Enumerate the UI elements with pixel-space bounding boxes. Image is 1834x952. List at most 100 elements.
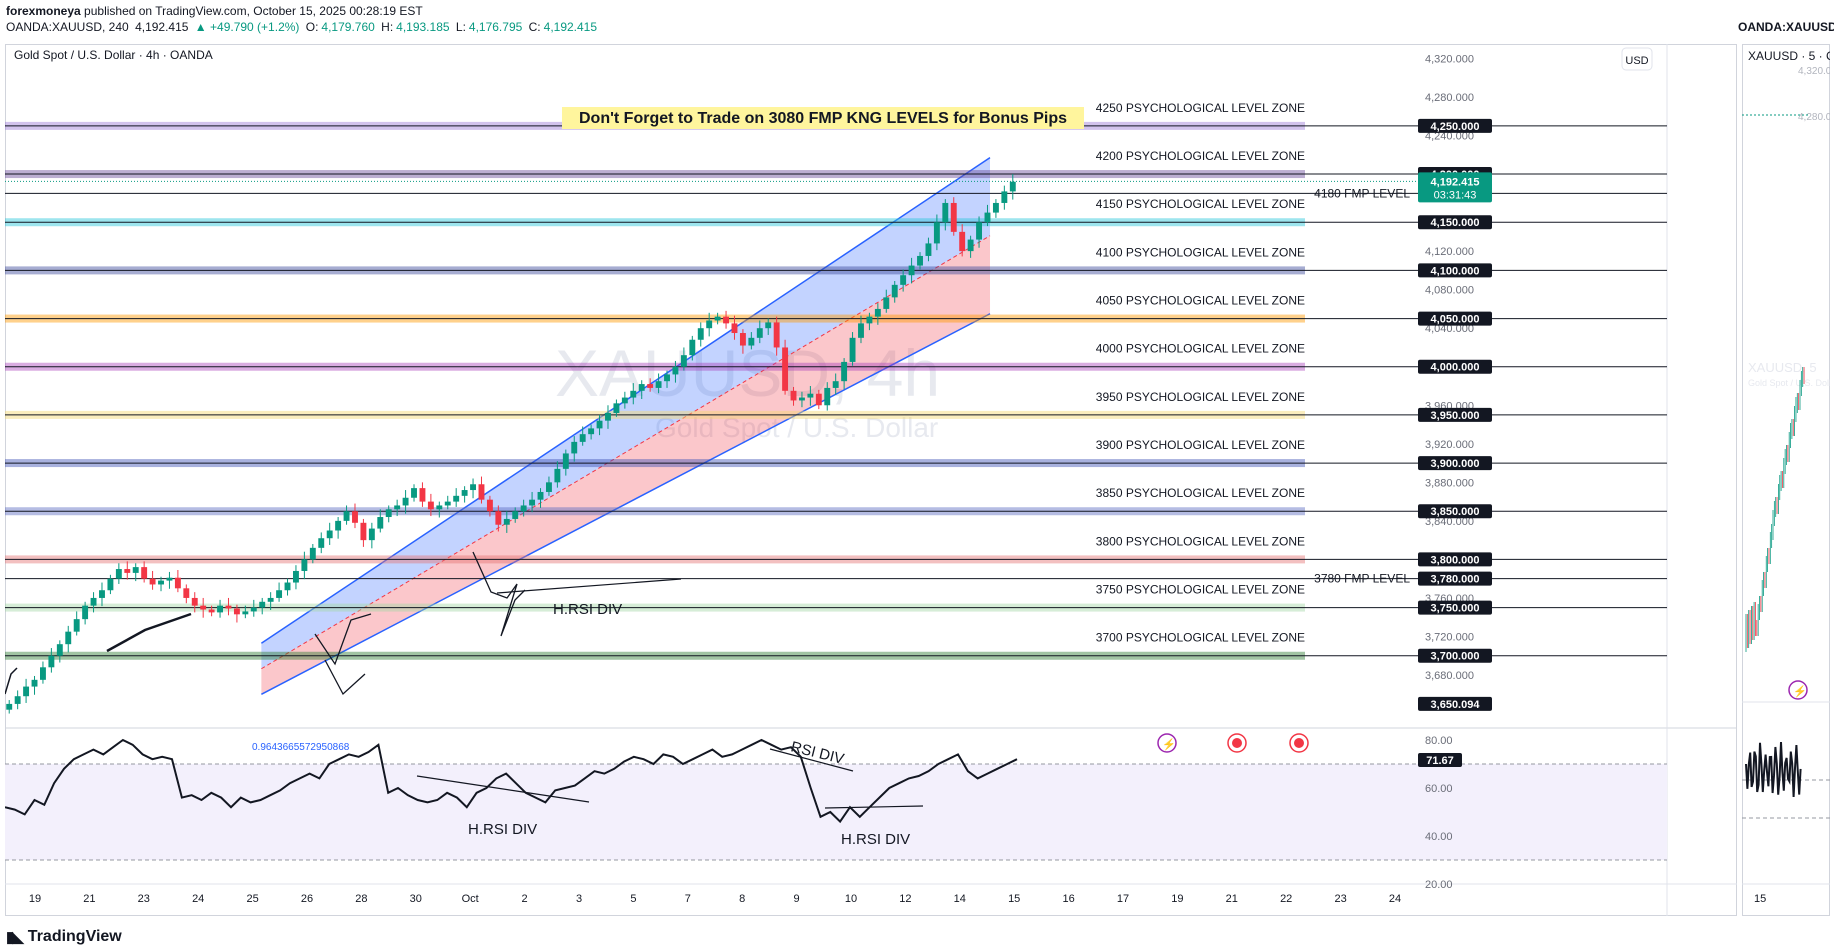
candle-body — [782, 347, 789, 391]
candle-body — [647, 384, 654, 388]
price-tag-bg — [1418, 359, 1492, 374]
close-value: 4,192.415 — [543, 20, 598, 34]
tradingview-footer[interactable]: ▮◣ TradingView — [6, 928, 122, 946]
candle-body — [107, 578, 114, 591]
event-icon-1[interactable] — [1157, 733, 1177, 753]
candle-body — [191, 597, 198, 606]
rsi-div-label: H.RSI DIV — [468, 821, 537, 838]
fmp-level-label: 4180 FMP LEVEL — [1314, 186, 1410, 200]
candle-body — [503, 518, 510, 525]
rsi-axis-tick: 80.00 — [1425, 735, 1453, 747]
time-axis-label: 16 — [1062, 893, 1074, 905]
publisher-name[interactable]: forexmoneya — [6, 4, 81, 18]
fib-value-label: 0.9643665572950868 — [252, 742, 350, 753]
symbol-name[interactable]: OANDA:XAUUSD, 240 — [6, 20, 129, 34]
side-chart[interactable]: XAUUSD · 5 · C 4,320.000 4,280.000 XAUUS… — [1742, 44, 1830, 916]
price-axis-tick: 4,080.000 — [1425, 285, 1474, 297]
rsi-div-line-2 — [769, 748, 854, 772]
price-change: ▲ +49.790 (+1.2%) — [194, 20, 300, 34]
candle-body — [815, 393, 822, 406]
arrow-wave-2[interactable] — [324, 659, 366, 696]
candle-body — [326, 530, 333, 539]
level-zone-label: 3900 PSYCHOLOGICAL LEVEL ZONE — [1096, 438, 1305, 452]
arrow-drawing-left[interactable] — [5, 667, 18, 695]
side-rsi-line — [1745, 742, 1802, 797]
price-axis-tick: 4,120.000 — [1425, 246, 1474, 258]
candle-body — [579, 434, 586, 442]
time-axis-label: 30 — [410, 893, 422, 905]
candle-body — [31, 679, 38, 687]
banner-background — [562, 107, 1084, 129]
candle-body — [858, 323, 864, 338]
time-axis-label: Oct — [462, 893, 479, 905]
candle-body — [891, 284, 898, 298]
candle-body — [309, 547, 316, 560]
candle-body — [478, 484, 485, 500]
time-axis-label: 23 — [138, 893, 150, 905]
rsi-axis-tick: 60.00 — [1425, 783, 1453, 795]
time-axis-label: 9 — [794, 893, 800, 905]
side-price-tick: 4,280.000 — [1798, 112, 1830, 123]
time-axis-label: 21 — [83, 893, 95, 905]
lightning-icon: ⚡ — [1162, 738, 1176, 751]
price-axis-tick: 4,240.000 — [1425, 131, 1474, 143]
price-axis-tick: 3,920.000 — [1425, 439, 1474, 451]
candle-body — [453, 495, 460, 502]
banner-text: Don't Forget to Trade on 3080 FMP KNG LE… — [579, 110, 1067, 127]
price-axis[interactable]: 4,320.000 4,280.000 4,240.000 4,120.000 4,08… — [1425, 53, 1474, 682]
candle-body — [90, 597, 97, 606]
channel-mid-line — [261, 235, 991, 670]
candle-body — [343, 511, 350, 521]
candle-body — [908, 265, 915, 276]
high-label: H: — [381, 20, 394, 34]
candle-body — [967, 239, 974, 252]
candle-body — [132, 567, 139, 573]
trend-drawing-left[interactable] — [106, 612, 192, 653]
candle-body — [495, 511, 502, 525]
channel-lower-line — [261, 313, 991, 695]
price-tag-bg — [1418, 456, 1492, 471]
hidden-rsi-div-line[interactable] — [496, 578, 682, 594]
side-watermark: XAUUSD, 5 — [1748, 360, 1817, 375]
arrow-wave-1[interactable] — [314, 613, 372, 666]
level-zone-label: 4250 PSYCHOLOGICAL LEVEL ZONE — [1096, 101, 1305, 115]
candle-body — [731, 323, 738, 334]
bar-countdown: 03:31:43 — [1434, 189, 1477, 201]
candle-body — [638, 384, 645, 391]
candle-body — [917, 255, 923, 266]
candle-body — [183, 588, 190, 598]
arrow-wave-3[interactable] — [472, 551, 526, 637]
candle-body — [394, 505, 401, 510]
candle-body — [545, 482, 552, 492]
candle-body — [807, 393, 814, 398]
price-tag-bg — [1418, 311, 1492, 326]
main-chart[interactable]: XAUUSD, 4h Gold Spot / U.S. Dollar 4250 … — [5, 44, 1737, 916]
currency-button[interactable] — [1621, 47, 1653, 71]
time-axis-label: 5 — [630, 893, 636, 905]
candle-body — [537, 491, 544, 500]
side-event-icon[interactable] — [1788, 680, 1808, 700]
candle-body — [765, 322, 772, 329]
time-axis[interactable]: 19 21 23 24 25 26 28 30 Oct 2 3 5 7 8 9 10 12 14 15 16 17 19 2… — [29, 893, 1401, 905]
drawings[interactable]: H.RSI DIV ⚡ — [5, 551, 1309, 753]
rsi-band-fill — [5, 764, 1667, 860]
price-axis-tick: 3,880.000 — [1425, 477, 1474, 489]
price-tag-bg — [1418, 648, 1492, 663]
candle-body — [352, 511, 358, 523]
rsi-axis-tick: 40.00 — [1425, 831, 1453, 843]
candle-body — [773, 322, 780, 348]
price-tag: 3,850.000 — [1431, 506, 1480, 518]
candle-body — [200, 605, 207, 610]
time-axis-label: 14 — [954, 893, 966, 905]
price-axis-tick: 4,040.000 — [1425, 323, 1474, 335]
rsi-line — [5, 738, 1018, 824]
time-axis-label: 3 — [576, 893, 582, 905]
candle-body — [284, 582, 291, 591]
regression-channel[interactable] — [260, 157, 991, 695]
open-label: O: — [305, 20, 319, 34]
last-price: 4,192.415 — [135, 20, 189, 34]
side-candles — [1745, 367, 1805, 652]
price-tag-bg — [1418, 571, 1492, 586]
rsi-value-tag-bg — [1418, 752, 1462, 767]
